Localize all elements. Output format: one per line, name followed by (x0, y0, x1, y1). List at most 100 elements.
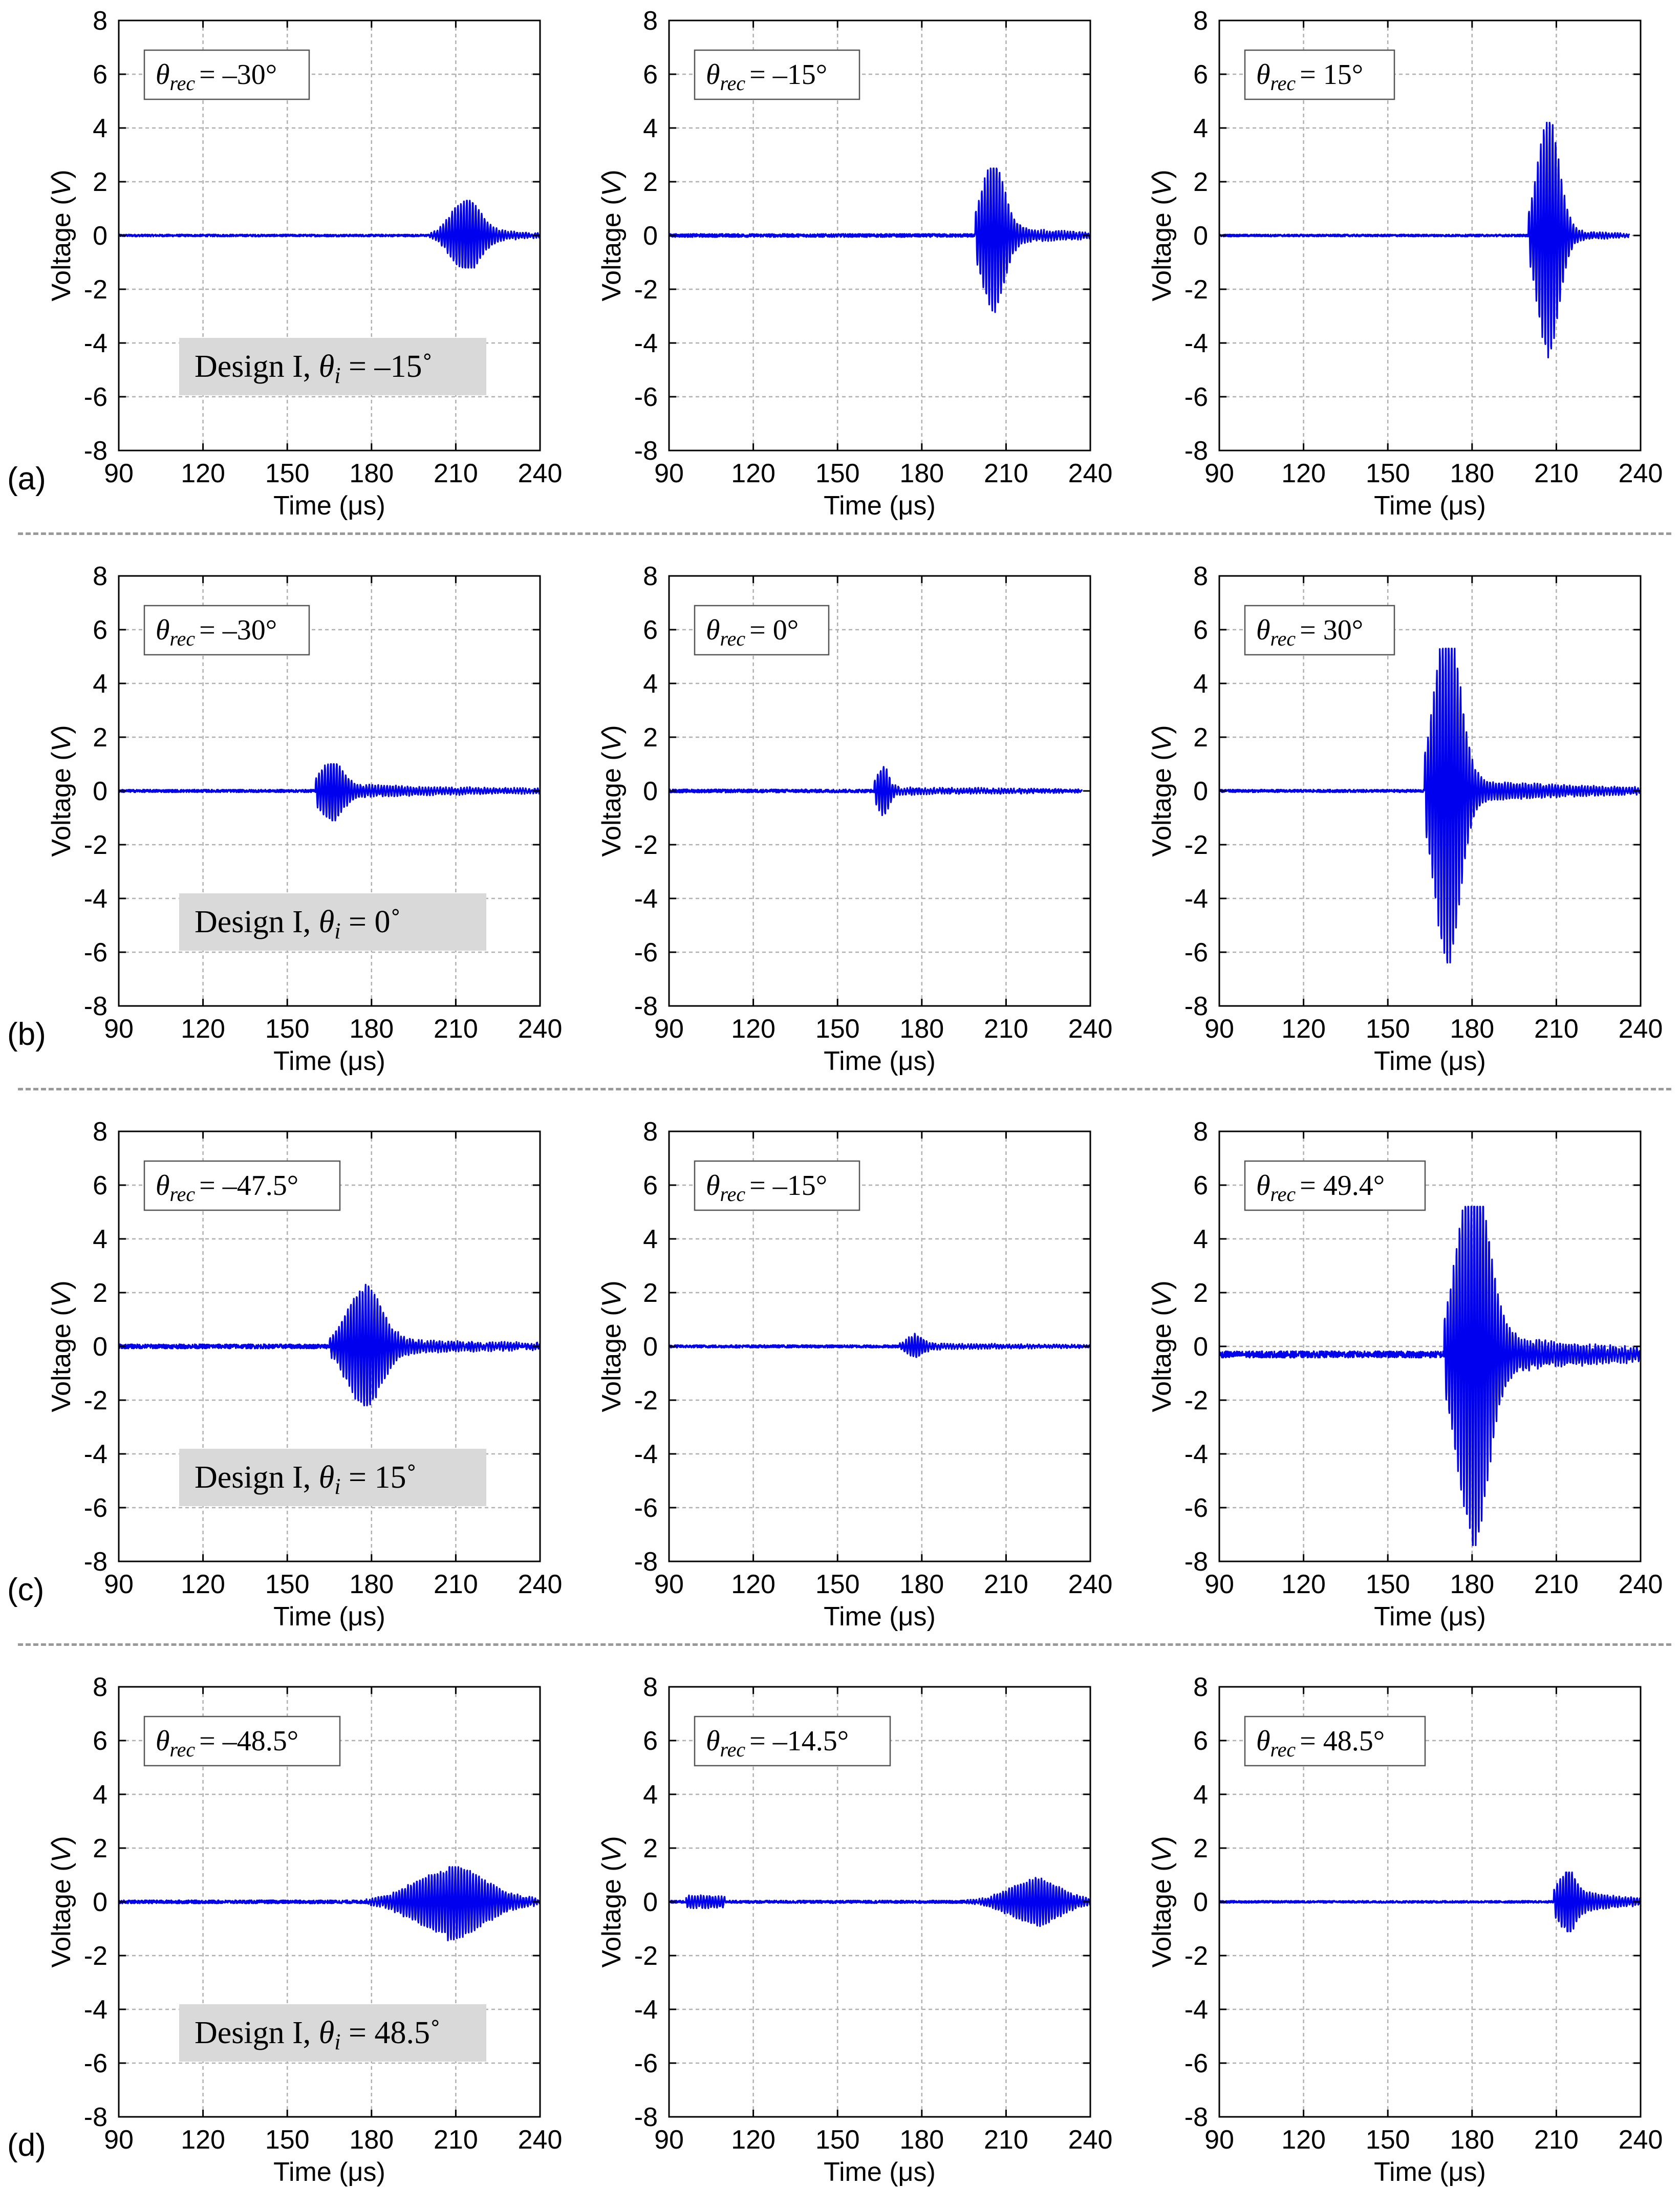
x-tick-label: 240 (518, 1570, 563, 1599)
y-tick-label: 8 (643, 562, 658, 591)
y-tick-label: 2 (643, 1834, 658, 1863)
angle-value: = 15° (1300, 59, 1363, 91)
angle-annotation-box (143, 49, 310, 100)
y-tick-label: -8 (1184, 992, 1208, 1021)
x-tick-label: 90 (654, 2125, 684, 2155)
angle-annotation-box (1244, 1715, 1426, 1767)
angle-value: = –30° (199, 59, 277, 91)
angle-annotation-box (143, 1715, 341, 1767)
y-tick-label: 4 (93, 669, 107, 699)
x-tick-label: 210 (984, 459, 1028, 488)
design-value: = 15˚ (341, 1460, 417, 1495)
x-tick-label: 240 (518, 2125, 563, 2155)
theta-symbol: θ (706, 1170, 720, 1202)
chart-panel-2-2: 90 120 150 180 210 240 8 6 4 2 0 -2 -4 -6 -8 Time (μs) V… (1147, 1117, 1663, 1632)
x-axis-label: Time (μs) (824, 2157, 936, 2187)
y-tick-label: 2 (93, 1834, 107, 1863)
theta-subscript: rec (170, 627, 196, 650)
x-tick-label: 210 (984, 1014, 1028, 1044)
y-tick-label: 0 (1193, 221, 1208, 251)
y-tick-label: -6 (634, 2049, 658, 2078)
x-tick-label: 150 (815, 1570, 860, 1599)
x-tick-label: 240 (1068, 1570, 1113, 1599)
x-tick-label: 240 (1068, 2125, 1113, 2155)
angle-annotation: θrec = –47.5° (156, 1170, 298, 1206)
y-tick-label: 8 (1193, 1117, 1208, 1147)
design-value: = 48.5˚ (341, 2015, 441, 2050)
angle-value: = –14.5° (749, 1725, 849, 1757)
y-axis-label-prefix: Voltage ( (47, 196, 76, 302)
chart-panel-1-1: 90 120 150 180 210 240 8 6 4 2 0 -2 -4 -6 -8 Time (μs) V… (597, 562, 1112, 1076)
y-axis-label-prefix: Voltage ( (47, 1307, 76, 1412)
x-tick-label: 210 (434, 1014, 478, 1044)
y-tick-label: 6 (93, 1726, 107, 1756)
angle-annotation-box (694, 1160, 860, 1211)
y-tick-label: -2 (634, 1386, 658, 1416)
y-axis-label: Voltage (V) (1147, 725, 1177, 856)
x-tick-label: 150 (815, 1014, 860, 1044)
x-tick-label: 210 (434, 2125, 478, 2155)
y-tick-label: 8 (1193, 1672, 1208, 1702)
angle-annotation: θrec = 15° (1256, 59, 1363, 95)
voltage-trace (1218, 1871, 1642, 1933)
y-tick-label: 8 (93, 1672, 107, 1702)
y-tick-label: -4 (634, 1995, 658, 2025)
x-tick-label: 240 (1068, 1014, 1113, 1044)
x-tick-label: 210 (1534, 2125, 1579, 2155)
angle-annotation: θrec = –15° (706, 1170, 827, 1206)
y-tick-label: -4 (84, 1995, 107, 2025)
x-tick-label: 180 (899, 1014, 944, 1044)
row-separator (18, 532, 1671, 535)
y-tick-label: -6 (1184, 2049, 1208, 2078)
y-axis-label-suffix: ) (1147, 1836, 1177, 1845)
x-tick-label: 150 (1366, 459, 1410, 488)
theta-symbol: θ (1256, 1170, 1270, 1202)
x-tick-label: 150 (265, 1014, 310, 1044)
y-axis-label-prefix: Voltage ( (47, 752, 76, 857)
voltage-trace (118, 200, 541, 269)
x-tick-label: 180 (899, 459, 944, 488)
x-axis-label: Time (μs) (273, 2157, 385, 2187)
x-tick-label: 120 (181, 1014, 225, 1044)
y-tick-label: 0 (93, 1332, 107, 1362)
y-tick-label: 4 (93, 1225, 107, 1254)
design-theta: θ (319, 1460, 334, 1495)
theta-symbol: θ (1256, 1725, 1270, 1757)
y-tick-label: -8 (634, 1547, 658, 1577)
x-tick-label: 90 (104, 1014, 134, 1044)
x-tick-label: 180 (349, 459, 394, 488)
y-axis-label: Voltage (V) (597, 1280, 627, 1412)
y-tick-label: 0 (643, 777, 658, 806)
y-tick-label: 0 (1193, 1888, 1208, 1917)
design-label: Design I, θi = 0˚ (195, 905, 401, 943)
x-tick-label: 150 (815, 2125, 860, 2155)
y-axis-label-suffix: ) (47, 1280, 76, 1289)
y-axis-label-unit: V (1147, 1842, 1177, 1862)
theta-subscript: rec (720, 72, 746, 95)
y-tick-label: 8 (643, 1672, 658, 1702)
angle-value: = 48.5° (1300, 1725, 1385, 1757)
y-tick-label: -4 (84, 329, 107, 358)
panel-label-d: (d) (7, 2128, 46, 2163)
angle-value: = –30° (199, 614, 277, 646)
y-tick-label: 8 (643, 6, 658, 36)
chart-panel-2-0: 90 120 150 180 210 240 8 6 4 2 0 -2 -4 -6 -8 Time (μs) V… (47, 1117, 562, 1632)
angle-annotation: θrec = 49.4° (1256, 1170, 1385, 1206)
x-tick-label: 240 (1619, 2125, 1663, 2155)
chart-panel-3-0: 90 120 150 180 210 240 8 6 4 2 0 -2 -4 -6 -8 Time (μs) V… (47, 1672, 562, 2187)
y-tick-label: 0 (643, 221, 658, 251)
y-axis-label: Voltage (V) (1147, 1836, 1177, 1967)
design-label: Design I, θi = –15˚ (195, 349, 433, 388)
y-axis-label-prefix: Voltage ( (1147, 752, 1177, 857)
y-tick-label: -2 (84, 275, 107, 305)
design-prefix: Design I, (195, 349, 319, 384)
y-tick-label: -6 (1184, 938, 1208, 968)
x-tick-label: 240 (518, 459, 563, 488)
x-tick-label: 210 (434, 459, 478, 488)
angle-annotation-box (143, 605, 310, 656)
x-axis-label: Time (μs) (1374, 2157, 1486, 2187)
x-tick-label: 210 (984, 2125, 1028, 2155)
y-axis-label-prefix: Voltage ( (1147, 1307, 1177, 1412)
x-tick-label: 90 (654, 459, 684, 488)
